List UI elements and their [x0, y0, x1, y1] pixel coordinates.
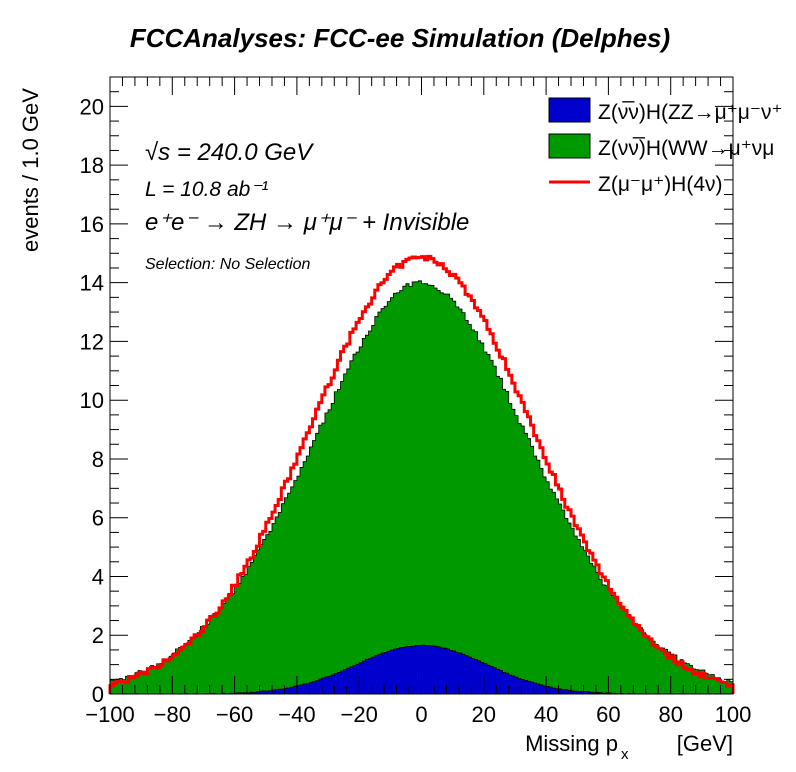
legend-swatch-ww: [548, 133, 591, 159]
y-tick-label: 14: [80, 271, 104, 296]
x-tick-label: 0: [415, 702, 427, 727]
y-tick-label: 12: [80, 329, 104, 354]
y-tick-label: 4: [92, 564, 104, 589]
x-tick-label: 60: [596, 702, 620, 727]
annotation-selection: Selection: No Selection: [145, 256, 311, 273]
legend-label-signal: Z(μ⁻μ⁺)H(4ν): [598, 173, 723, 196]
y-tick-label: 8: [92, 447, 104, 472]
y-tick-label: 0: [92, 682, 104, 707]
legend-label-ww: Z(νν̅)H(WW→μ⁺νμ: [598, 137, 774, 160]
chart-title: FCCAnalyses: FCC-ee Simulation (Delphes): [130, 23, 670, 53]
y-tick-label: 16: [80, 212, 104, 237]
axis-ticks: −100 −80 −60 −40 −20 0 20 40 60 80 100 0 2 4 6 8 10 12 14 1…: [80, 76, 752, 727]
x-tick-label: 80: [658, 702, 682, 727]
x-axis-label-subscript: x: [621, 746, 629, 763]
x-tick-label: −20: [341, 702, 378, 727]
x-tick-label: −100: [85, 702, 135, 727]
annotation-sqrt-s: √s = 240.0 GeV: [145, 139, 314, 166]
y-tick-label: 20: [80, 94, 104, 119]
x-tick-label: 100: [715, 702, 752, 727]
histogram-signal-line: [108, 254, 735, 694]
x-axis-label-unit: [GeV]: [677, 731, 733, 756]
annotation-luminosity: L = 10.8 ab⁻¹: [145, 178, 268, 201]
legend-swatch-zz: [548, 97, 591, 123]
x-tick-label: 40: [534, 702, 558, 727]
y-tick-label: 10: [80, 388, 104, 413]
x-axis-label: Missing p x [GeV]: [525, 731, 733, 763]
annotation-process: e⁺e⁻ → ZH → μ⁺μ⁻ + Invisible: [145, 209, 469, 236]
y-axis-label: events / 1.0 GeV: [18, 88, 43, 252]
x-tick-label: −40: [278, 702, 315, 727]
x-axis-label-main: Missing p: [525, 731, 618, 756]
x-tick-label: 20: [472, 702, 496, 727]
y-tick-label: 6: [92, 506, 104, 531]
y-tick-label: 2: [92, 623, 104, 648]
x-tick-label: −60: [216, 702, 253, 727]
y-tick-label: 18: [80, 153, 104, 178]
histogram-layer: [108, 254, 735, 695]
legend-label-zz: Z(ν̅ν)H(ZZ→μ⁺μ⁻ν⁺: [598, 101, 783, 124]
x-tick-label: −80: [154, 702, 191, 727]
annotations: √s = 240.0 GeV L = 10.8 ab⁻¹ e⁺e⁻ → ZH →…: [145, 139, 469, 273]
legend: Z(ν̅ν)H(ZZ→μ⁺μ⁻ν⁺ Z(νν̅)H(WW→μ⁺νμ Z(μ⁻μ⁺…: [548, 97, 783, 196]
